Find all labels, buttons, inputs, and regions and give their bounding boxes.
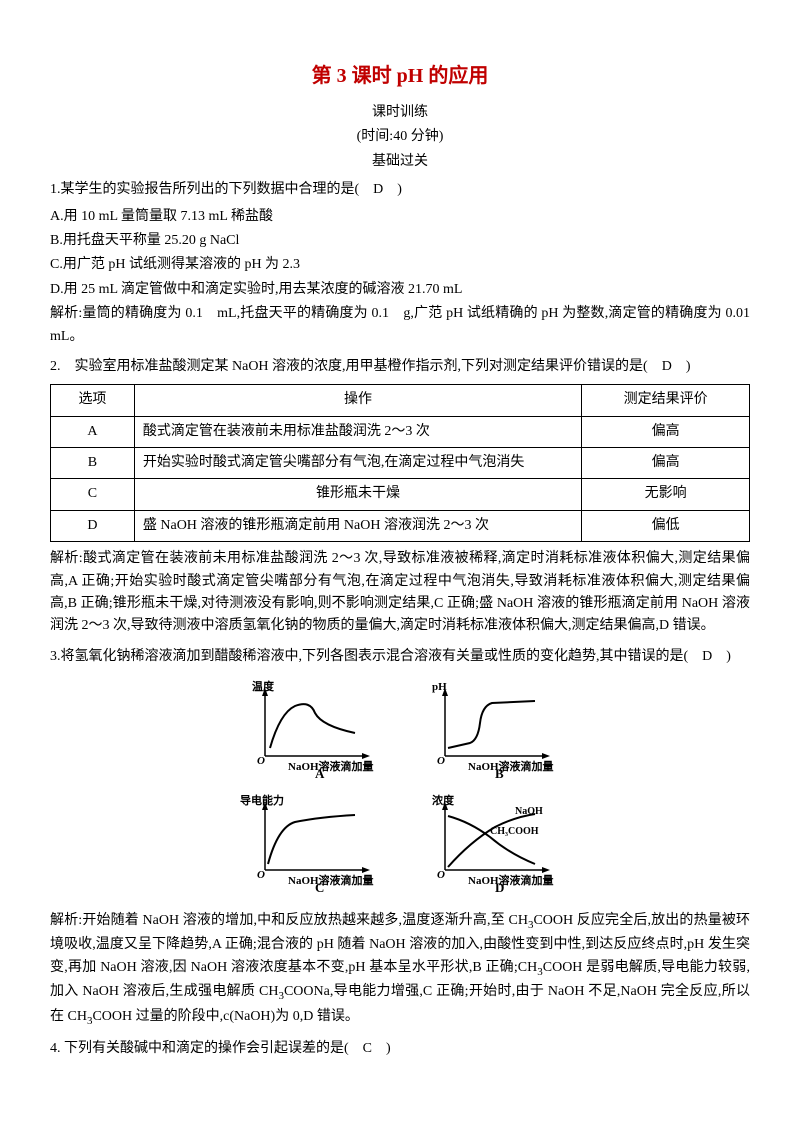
question-3-explanation: 解析:开始随着 NaOH 溶液的增加,中和反应放热越来越多,温度逐渐升高,至 C… xyxy=(50,910,750,1030)
lesson-title: 第 3 课时 pH 的应用 xyxy=(50,60,750,92)
question-2-explanation: 解析:酸式滴定管在装液前未用标准盐酸润洗 2～3 次,导致标准液被稀释,滴定时消… xyxy=(50,548,750,638)
table-cell-opt: B xyxy=(51,448,135,479)
exp-part-5: COOH 过量的阶段中,c(NaOH)为 0,D 错误。 xyxy=(92,1009,358,1024)
question-1-option-b: B.用托盘天平称量 25.20 g NaCl xyxy=(50,230,750,252)
chart-a: 温度 O NaOH溶液滴加量 A xyxy=(240,678,380,786)
chart-origin: O xyxy=(437,755,445,767)
table-row: D 盛 NaOH 溶液的锥形瓶滴定前用 NaOH 溶液润洗 2～3 次 偏低 xyxy=(51,510,750,541)
chart-a-xlabel: NaOH溶液滴加量 xyxy=(288,759,374,773)
chart-d-ylabel: 浓度 xyxy=(432,793,455,807)
question-1-option-a: A.用 10 mL 量筒量取 7.13 mL 稀盐酸 xyxy=(50,206,750,228)
table-cell-opt: A xyxy=(51,416,135,447)
chart-c-ylabel: 导电能力 xyxy=(240,793,284,807)
table-cell-opt: C xyxy=(51,479,135,510)
table-cell-eval: 偏高 xyxy=(582,448,750,479)
chart-origin: O xyxy=(257,869,265,881)
chart-c: 导电能力 O NaOH溶液滴加量 C xyxy=(240,792,380,900)
question-2-stem: 2. 实验室用标准盐酸测定某 NaOH 溶液的浓度,用甲基橙作指示剂,下列对测定… xyxy=(50,356,750,378)
chart-d-letter: D xyxy=(495,880,504,892)
table-header-eval: 测定结果评价 xyxy=(582,385,750,416)
chart-d-line2-label: CH₃COOH xyxy=(490,826,539,837)
charts-container: 温度 O NaOH溶液滴加量 A pH O NaOH溶液滴加量 xyxy=(50,678,750,900)
chart-d-svg: 浓度 O NaOH CH₃COOH NaOH溶液滴加量 D xyxy=(420,792,560,892)
table-header-option: 选项 xyxy=(51,385,135,416)
table-cell-op: 盛 NaOH 溶液的锥形瓶滴定前用 NaOH 溶液润洗 2～3 次 xyxy=(134,510,581,541)
section-label: 基础过关 xyxy=(50,151,750,173)
chart-b: pH O NaOH溶液滴加量 B xyxy=(420,678,560,786)
chart-d-line1-label: NaOH xyxy=(515,806,543,817)
question-1-stem: 1.某学生的实验报告所列出的下列数据中合理的是( D ) xyxy=(50,179,750,201)
chart-c-xlabel: NaOH溶液滴加量 xyxy=(288,873,374,887)
table-row: B 开始实验时酸式滴定管尖嘴部分有气泡,在滴定过程中气泡消失 偏高 xyxy=(51,448,750,479)
question-4-stem: 4. 下列有关酸碱中和滴定的操作会引起误差的是( C ) xyxy=(50,1038,750,1060)
chart-origin: O xyxy=(257,755,265,767)
table-header-operation: 操作 xyxy=(134,385,581,416)
chart-a-svg: 温度 O NaOH溶液滴加量 A xyxy=(240,678,380,778)
question-1-explanation: 解析:量筒的精确度为 0.1 mL,托盘天平的精确度为 0.1 g,广范 pH … xyxy=(50,303,750,348)
chart-c-svg: 导电能力 O NaOH溶液滴加量 C xyxy=(240,792,380,892)
chart-b-svg: pH O NaOH溶液滴加量 B xyxy=(420,678,560,778)
chart-b-xlabel: NaOH溶液滴加量 xyxy=(468,759,554,773)
table-cell-eval: 偏低 xyxy=(582,510,750,541)
chart-c-letter: C xyxy=(315,880,324,892)
chart-a-letter: A xyxy=(315,766,325,778)
chart-row-2: 导电能力 O NaOH溶液滴加量 C 浓度 O NaOH xyxy=(50,792,750,900)
chart-row-1: 温度 O NaOH溶液滴加量 A pH O NaOH溶液滴加量 xyxy=(50,678,750,786)
chart-d: 浓度 O NaOH CH₃COOH NaOH溶液滴加量 D xyxy=(420,792,560,900)
question-1-option-c: C.用广范 pH 试纸测得某溶液的 pH 为 2.3 xyxy=(50,254,750,276)
table-cell-eval: 偏高 xyxy=(582,416,750,447)
question-2-table: 选项 操作 测定结果评价 A 酸式滴定管在装液前未用标准盐酸润洗 2～3 次 偏… xyxy=(50,384,750,542)
table-row: A 酸式滴定管在装液前未用标准盐酸润洗 2～3 次 偏高 xyxy=(51,416,750,447)
question-1-option-d: D.用 25 mL 滴定管做中和滴定实验时,用去某浓度的碱溶液 21.70 mL xyxy=(50,279,750,301)
exp-part-1: 解析:开始随着 NaOH 溶液的增加,中和反应放热越来越多,温度逐渐升高,至 C… xyxy=(50,913,528,928)
table-cell-eval: 无影响 xyxy=(582,479,750,510)
chart-a-ylabel: 温度 xyxy=(252,679,275,693)
chart-d-xlabel: NaOH溶液滴加量 xyxy=(468,873,554,887)
table-row: C 锥形瓶未干燥 无影响 xyxy=(51,479,750,510)
table-cell-opt: D xyxy=(51,510,135,541)
chart-origin: O xyxy=(437,869,445,881)
table-cell-op: 锥形瓶未干燥 xyxy=(134,479,581,510)
chart-b-letter: B xyxy=(495,766,504,778)
table-header-row: 选项 操作 测定结果评价 xyxy=(51,385,750,416)
question-3-stem: 3.将氢氧化钠稀溶液滴加到醋酸稀溶液中,下列各图表示混合溶液有关量或性质的变化趋… xyxy=(50,646,750,668)
table-cell-op: 开始实验时酸式滴定管尖嘴部分有气泡,在滴定过程中气泡消失 xyxy=(134,448,581,479)
subtitle: 课时训练 xyxy=(50,102,750,124)
table-cell-op: 酸式滴定管在装液前未用标准盐酸润洗 2～3 次 xyxy=(134,416,581,447)
time-info: (时间:40 分钟) xyxy=(50,126,750,148)
